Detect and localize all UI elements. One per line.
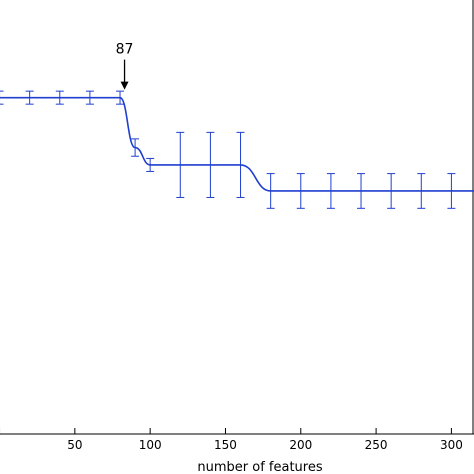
x-tick-label: 50 xyxy=(67,438,82,452)
series-line xyxy=(0,96,474,192)
error-bar xyxy=(131,138,140,157)
error-bar xyxy=(206,131,215,198)
error-bar xyxy=(447,173,456,209)
error-bar xyxy=(146,157,155,172)
x-tick-label: 200 xyxy=(289,438,312,452)
x-axis-label: number of features xyxy=(197,460,322,474)
annotation-label: 87 xyxy=(116,42,134,58)
error-bar xyxy=(0,90,4,105)
error-bar xyxy=(387,173,396,209)
x-tick-label: 250 xyxy=(365,438,388,452)
annotation-arrow-head xyxy=(120,81,129,90)
error-bar xyxy=(55,90,64,105)
x-axis-ticks: 50 100 150 200 250 300 xyxy=(0,428,463,452)
error-bar xyxy=(296,173,305,209)
annotation-layer: 87 xyxy=(116,42,134,90)
series-layer xyxy=(0,96,474,192)
plot-frame xyxy=(0,0,474,435)
error-bar xyxy=(116,90,125,105)
x-tick-label: 100 xyxy=(139,438,162,452)
error-bar xyxy=(326,173,335,209)
error-bar xyxy=(176,131,185,198)
errorbar-layer xyxy=(0,90,456,209)
error-bar xyxy=(236,131,245,198)
x-tick-label: 300 xyxy=(440,438,463,452)
error-bar xyxy=(25,90,34,105)
error-bar xyxy=(85,90,94,105)
error-bar xyxy=(357,173,366,209)
error-bar xyxy=(266,173,275,209)
error-bar xyxy=(417,173,426,209)
x-tick-label: 150 xyxy=(214,438,237,452)
